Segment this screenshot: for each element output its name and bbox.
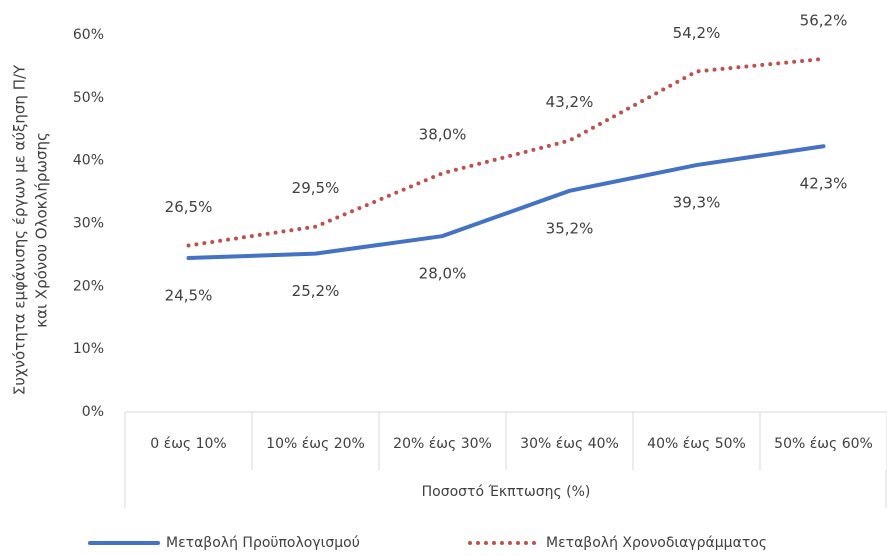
legend-label: Μεταβολή Προϋπολογισμού <box>166 535 360 551</box>
data-label: 24,5% <box>165 287 213 305</box>
y-tick-label: 40% <box>73 153 104 169</box>
x-tick-label: 40% έως 50% <box>647 436 746 452</box>
data-label: 28,0% <box>419 265 467 283</box>
data-label: 39,3% <box>673 194 721 212</box>
x-tick-label: 0 έως 10% <box>150 436 226 452</box>
x-tick-label: 20% έως 30% <box>393 436 492 452</box>
y-tick-label: 50% <box>73 90 104 106</box>
data-label: 35,2% <box>546 219 594 237</box>
legend-label: Μεταβολή Χρονοδιαγράμματος <box>546 535 767 551</box>
series-line <box>186 56 826 248</box>
data-label: 54,2% <box>673 24 721 42</box>
x-axis-title: Ποσοστό Έκπτωσης (%) <box>422 484 591 500</box>
x-tick-label: 50% έως 60% <box>774 436 873 452</box>
y-tick-label: 60% <box>73 27 104 43</box>
data-label: 43,2% <box>546 93 594 111</box>
x-tick-label: 30% έως 40% <box>520 436 619 452</box>
data-label: 38,0% <box>419 126 467 144</box>
y-tick-label: 0% <box>82 404 104 420</box>
data-label: 42,3% <box>800 175 848 193</box>
series-line <box>186 144 826 261</box>
y-tick-label: 30% <box>73 216 104 232</box>
data-label: 29,5% <box>292 179 340 197</box>
y-tick-label: 10% <box>73 341 104 357</box>
y-tick-label: 20% <box>73 278 104 294</box>
data-label: 26,5% <box>165 198 213 216</box>
data-label: 56,2% <box>800 11 848 29</box>
y-axis-title-line: και Χρόνου Ολοκλήρωσης <box>33 132 51 328</box>
y-axis-title-line: Συχνότητα εμφάνισης έργων με αύξηση Π/Υ <box>11 64 29 395</box>
x-tick-label: 10% έως 20% <box>266 436 365 452</box>
y-axis-title: Συχνότητα εμφάνισης έργων με αύξηση Π/Υ … <box>11 64 51 395</box>
data-label: 25,2% <box>292 282 340 300</box>
